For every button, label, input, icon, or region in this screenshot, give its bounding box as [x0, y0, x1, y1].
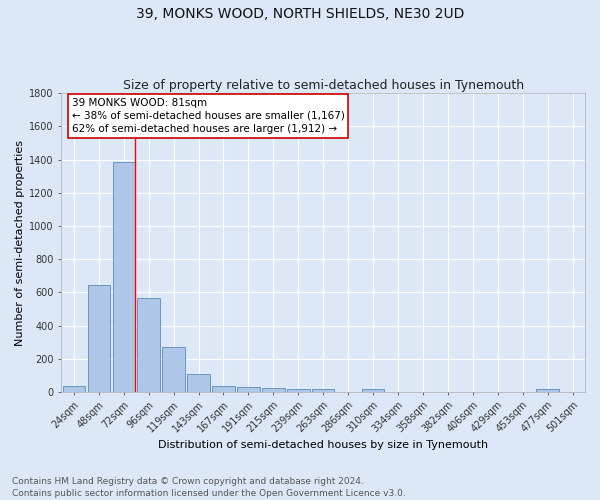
Bar — [163, 347, 185, 392]
Text: Contains HM Land Registry data © Crown copyright and database right 2024.
Contai: Contains HM Land Registry data © Crown c… — [12, 476, 406, 498]
Bar — [536, 389, 559, 392]
Bar — [187, 374, 210, 392]
Bar — [287, 389, 310, 392]
Bar — [113, 162, 135, 392]
Bar — [212, 386, 235, 392]
Bar — [62, 386, 85, 392]
Bar — [88, 285, 110, 392]
Bar — [237, 387, 260, 392]
Text: 39, MONKS WOOD, NORTH SHIELDS, NE30 2UD: 39, MONKS WOOD, NORTH SHIELDS, NE30 2UD — [136, 8, 464, 22]
Bar — [312, 389, 334, 392]
Y-axis label: Number of semi-detached properties: Number of semi-detached properties — [15, 140, 25, 346]
Text: 39 MONKS WOOD: 81sqm
← 38% of semi-detached houses are smaller (1,167)
62% of se: 39 MONKS WOOD: 81sqm ← 38% of semi-detac… — [72, 98, 345, 134]
X-axis label: Distribution of semi-detached houses by size in Tynemouth: Distribution of semi-detached houses by … — [158, 440, 488, 450]
Bar — [362, 389, 384, 392]
Bar — [137, 298, 160, 392]
Title: Size of property relative to semi-detached houses in Tynemouth: Size of property relative to semi-detach… — [122, 79, 524, 92]
Bar — [262, 388, 284, 392]
